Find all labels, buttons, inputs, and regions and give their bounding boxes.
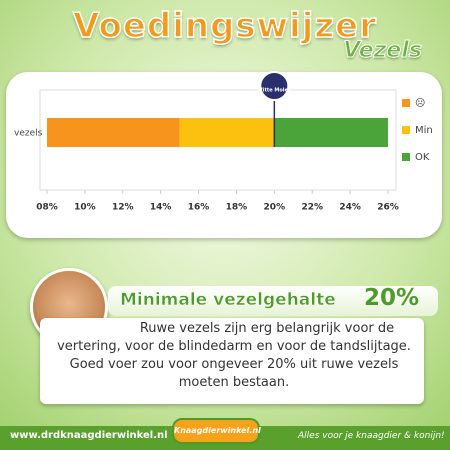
bar-segment — [47, 118, 180, 147]
bar-segment — [179, 118, 275, 147]
legend-swatch — [402, 99, 410, 107]
chart-panel — [6, 72, 442, 238]
legend-label: ☹ — [415, 98, 425, 109]
info-text: Ruwe vezels zijn erg belangrijk voor de … — [57, 321, 411, 390]
legend-swatch — [402, 126, 410, 134]
bar-segment — [274, 118, 388, 147]
x-tick-label: 14% — [150, 203, 172, 213]
x-tick-label: 10% — [74, 203, 96, 213]
marker-label: Witte Molen — [257, 88, 292, 94]
x-tick-label: 12% — [112, 203, 134, 213]
x-tick-label: 08% — [36, 203, 58, 213]
chart: 08% 10% 12% 14% 16% 18% 20% 22% 24% 26% vezels Witt… — [14, 71, 433, 213]
x-tick-label: 18% — [226, 203, 248, 213]
website[interactable]: www.drdknaagdierwinkel.nl — [10, 430, 168, 441]
plot-frame — [39, 89, 397, 191]
legend-label: OK — [415, 152, 430, 163]
slogan: Alles voor je knaagdier & konijn! — [298, 431, 445, 441]
marker-badge — [259, 71, 290, 101]
info-heading: Minimale vezelgehalte — [120, 290, 336, 311]
subtitle: Vezels — [343, 38, 423, 64]
heading-banner — [108, 286, 438, 316]
x-tick-label: 26% — [377, 203, 399, 213]
legend-label: Min — [415, 125, 433, 136]
legend-swatch — [402, 153, 410, 161]
x-tick-label: 24% — [339, 203, 361, 213]
info-value: 20% — [364, 285, 420, 311]
x-tick-label: 16% — [188, 203, 210, 213]
title: Voedingswijzer — [72, 5, 377, 47]
logo: Knaagdierwinkel.nl — [172, 418, 261, 444]
text-box — [40, 318, 424, 404]
x-tick-label: 22% — [301, 203, 323, 213]
category-label: vezels — [14, 129, 43, 139]
x-tick-label: 20% — [264, 203, 286, 213]
